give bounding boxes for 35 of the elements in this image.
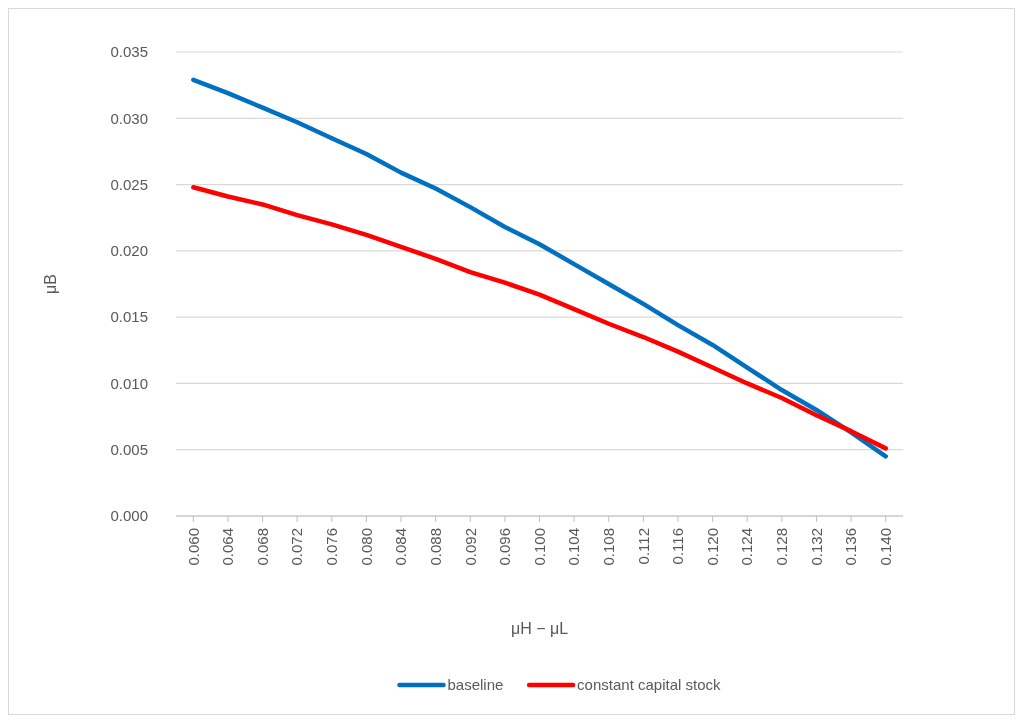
x-tick-label: 0.128 bbox=[773, 528, 791, 566]
x-tick-label: 0.104 bbox=[565, 528, 583, 566]
x-axis-title: μH − μL bbox=[510, 620, 569, 637]
x-tick-label: 0.084 bbox=[392, 528, 410, 566]
y-tick-label: 0.015 bbox=[110, 308, 148, 326]
x-tick-label: 0.132 bbox=[807, 528, 825, 566]
x-tick-label: 0.072 bbox=[288, 528, 306, 566]
x-tick-label: 0.080 bbox=[357, 528, 375, 566]
legend-label: constant capital stock bbox=[577, 676, 722, 694]
x-tick-label: 0.060 bbox=[184, 528, 202, 566]
x-tick-label: 0.120 bbox=[703, 528, 721, 566]
x-tick-label: 0.088 bbox=[426, 528, 444, 566]
x-tick-label: 0.136 bbox=[842, 528, 860, 566]
x-tick-label: 0.092 bbox=[461, 528, 479, 566]
x-tick-label: 0.140 bbox=[876, 528, 894, 566]
y-tick-label: 0.010 bbox=[110, 374, 148, 392]
legend-label: baseline bbox=[447, 676, 504, 694]
x-tick-label: 0.068 bbox=[253, 528, 271, 566]
x-tick-label: 0.112 bbox=[634, 528, 652, 565]
line-series bbox=[191, 77, 888, 459]
x-tick-label: 0.116 bbox=[669, 528, 687, 565]
y-tick-label: 0.020 bbox=[110, 242, 148, 260]
y-tick-label: 0.030 bbox=[110, 109, 148, 127]
x-tick-label: 0.064 bbox=[219, 528, 237, 566]
x-tick-label: 0.100 bbox=[530, 528, 548, 566]
x-tick-label: 0.108 bbox=[599, 528, 617, 566]
y-tick-label: 0.025 bbox=[110, 175, 148, 193]
x-tick-label: 0.124 bbox=[738, 528, 756, 566]
y-axis-title: μB bbox=[42, 274, 59, 294]
x-tick-label: 0.076 bbox=[323, 528, 341, 566]
x-tick-label: 0.096 bbox=[496, 528, 514, 566]
y-tick-label: 0.000 bbox=[110, 507, 148, 525]
y-tick-label: 0.005 bbox=[110, 440, 148, 458]
y-tick-label: 0.035 bbox=[110, 43, 148, 61]
line-series bbox=[191, 184, 888, 451]
